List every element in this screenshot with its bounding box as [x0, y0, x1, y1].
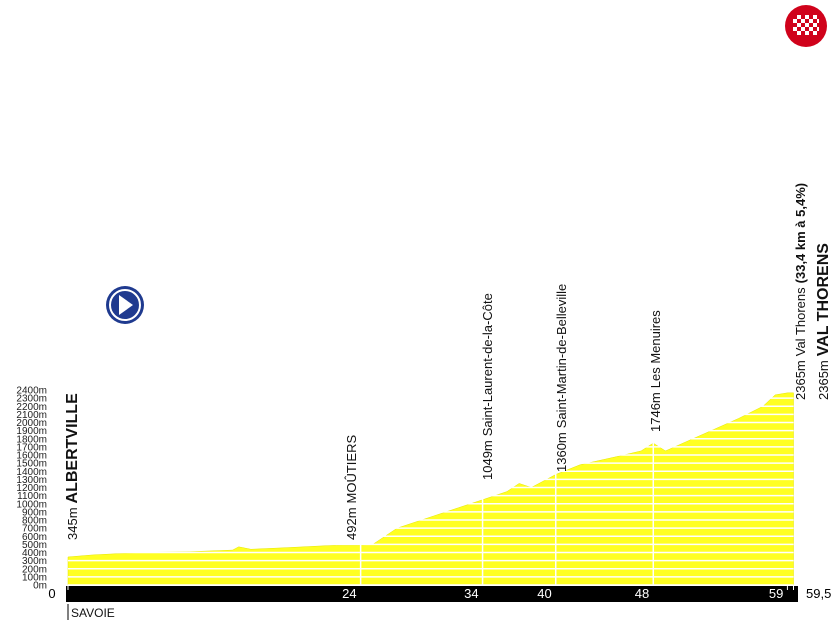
waypoint-elevation: 1360m: [554, 432, 569, 472]
waypoint-label: 1360m Saint-Martin-de-Belleville: [554, 284, 569, 472]
waypoint-label: 492m MOÛTIERS: [344, 435, 359, 540]
y-tick-label: 200m: [22, 564, 47, 575]
y-tick-label: 2100m: [16, 410, 47, 421]
region-label: SAVOIE: [71, 606, 115, 620]
waypoint-label: 1746m Les Menuires: [648, 310, 663, 432]
waypoint-elevation: 1049m: [480, 440, 495, 480]
x-tick-label: 24: [342, 586, 356, 601]
y-tick-label: 2200m: [16, 402, 47, 413]
y-tick-label: 1300m: [16, 475, 47, 486]
waypoint-elevation: 2365m: [793, 360, 808, 400]
waypoint-elevation: 2365m: [816, 360, 831, 400]
waypoint-elevation: 1746m: [648, 392, 663, 432]
x-tick-label: 34: [464, 586, 478, 601]
y-tick-label: 1700m: [16, 442, 47, 453]
waypoint-detail: (33,4 km à 5,4%): [793, 183, 808, 283]
y-tick-label: 0m: [33, 581, 47, 592]
y-tick-label: 1500m: [16, 459, 47, 470]
waypoint-name: Saint-Martin-de-Belleville: [554, 284, 569, 429]
waypoint-elevation: 492m: [344, 507, 359, 540]
distance-bar: [66, 586, 798, 602]
waypoint-name: ALBERTVILLE: [64, 393, 81, 504]
y-tick-label: 2300m: [16, 394, 47, 405]
y-tick-label: 1400m: [16, 467, 47, 478]
start-icon: [106, 286, 144, 324]
waypoint-name: Val Thorens: [793, 287, 808, 356]
waypoint-name: MOÛTIERS: [344, 435, 359, 504]
x-tick-label: 59,5: [806, 586, 831, 601]
y-tick-label: 900m: [22, 507, 47, 518]
waypoint-elevation: 345m: [65, 507, 80, 540]
y-tick-label: 100m: [22, 572, 47, 583]
y-tick-label: 2000m: [16, 418, 47, 429]
finish-icon: [785, 5, 827, 47]
waypoint-name: Saint-Laurent-de-la-Côte: [480, 293, 495, 436]
waypoint-name: VAL THORENS: [815, 243, 832, 357]
y-tick-label: 1900m: [16, 426, 47, 437]
waypoint-label: 1049m Saint-Laurent-de-la-Côte: [480, 293, 495, 480]
y-tick-label: 500m: [22, 540, 47, 551]
x-tick-label: 48: [635, 586, 649, 601]
y-tick-label: 1600m: [16, 451, 47, 462]
y-tick-label: 400m: [22, 548, 47, 559]
y-tick-label: 600m: [22, 532, 47, 543]
y-tick-label: 1100m: [17, 491, 47, 502]
x-tick-label: 59: [769, 586, 783, 601]
y-tick-label: 1800m: [16, 434, 47, 445]
waypoint-name: Les Menuires: [648, 310, 663, 389]
y-tick-label: 300m: [22, 556, 47, 567]
x-tick-label: 40: [537, 586, 551, 601]
waypoint-label: 2365m VAL THORENS: [815, 243, 832, 400]
y-tick-label: 2400m: [16, 386, 47, 397]
y-tick-label: 1000m: [16, 499, 47, 510]
waypoint-label: 345m ALBERTVILLE: [64, 393, 81, 540]
y-tick-label: 700m: [22, 524, 47, 535]
x-tick-label: 0: [48, 586, 55, 601]
elevation-area: [67, 392, 794, 586]
waypoint-label: 2365m Val Thorens (33,4 km à 5,4%): [793, 183, 808, 400]
y-tick-label: 800m: [22, 516, 47, 527]
y-tick-label: 1200m: [16, 483, 47, 494]
